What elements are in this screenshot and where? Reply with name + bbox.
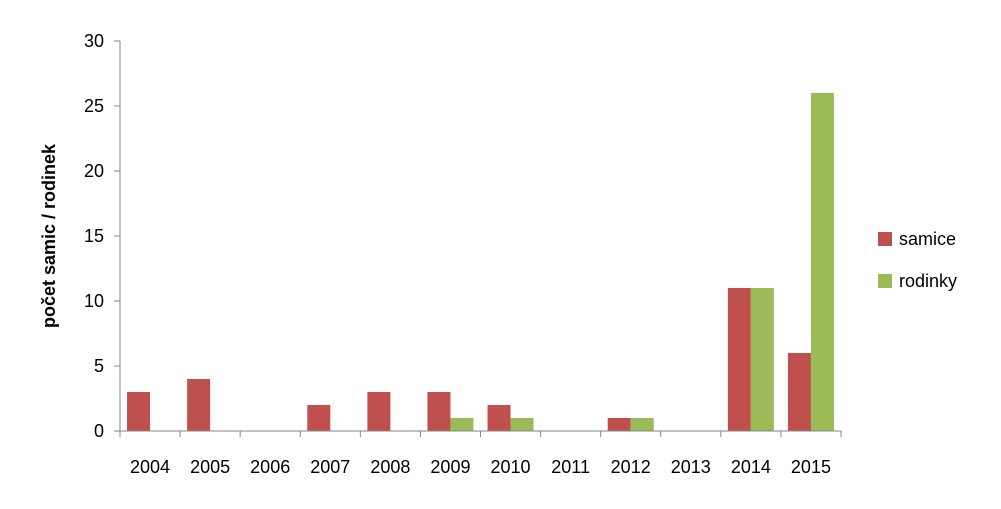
x-axis-ticks: 2004 2005 2006 2007 2008 2009 2010 2011 2012 2013… <box>119 431 842 477</box>
bar-rodinky-2014 <box>750 288 774 431</box>
x-tick-label: 2006 <box>250 457 290 477</box>
legend-swatch-samice <box>878 232 892 246</box>
x-tick-label: 2013 <box>671 457 711 477</box>
bar-samice-2004 <box>127 392 151 431</box>
bar-samice-2012 <box>607 418 631 431</box>
y-tick-label: 15 <box>84 226 104 246</box>
bars <box>127 93 834 431</box>
y-axis-title: počet samic / rodinek <box>39 143 59 328</box>
x-tick-label: 2004 <box>130 457 170 477</box>
x-tick-label: 2010 <box>491 457 531 477</box>
bar-samice-2015 <box>787 353 811 431</box>
bar-rodinky-2009 <box>450 418 474 431</box>
bar-rodinky-2015 <box>810 93 834 431</box>
y-tick-label: 5 <box>94 356 104 376</box>
legend-swatch-rodinky <box>878 274 892 288</box>
x-tick-label: 2011 <box>551 457 590 477</box>
legend-label-rodinky: rodinky <box>899 271 957 291</box>
bar-samice-2010 <box>487 405 511 431</box>
x-tick-label: 2014 <box>731 457 771 477</box>
x-tick-label: 2009 <box>430 457 470 477</box>
bar-samice-2009 <box>427 392 451 431</box>
x-tick-label: 2008 <box>370 457 410 477</box>
y-tick-label: 30 <box>84 31 104 51</box>
y-tick-label: 20 <box>84 161 104 181</box>
bar-samice-2005 <box>187 379 211 431</box>
x-tick-label: 2005 <box>190 457 230 477</box>
y-tick-label: 10 <box>84 291 104 311</box>
bar-samice-2007 <box>307 405 331 431</box>
bar-rodinky-2010 <box>510 418 534 431</box>
y-tick-label: 25 <box>84 96 104 116</box>
x-tick-label: 2012 <box>611 457 651 477</box>
bar-samice-2008 <box>367 392 391 431</box>
x-tick-label: 2007 <box>310 457 350 477</box>
y-tick-label: 0 <box>94 421 104 441</box>
legend-label-samice: samice <box>899 229 956 249</box>
bar-rodinky-2012 <box>630 418 654 431</box>
legend: samice rodinky <box>878 229 957 291</box>
x-tick-label: 2015 <box>791 457 831 477</box>
bar-samice-2014 <box>727 288 751 431</box>
y-axis-ticks: 0 5 10 15 20 25 30 <box>84 31 120 441</box>
